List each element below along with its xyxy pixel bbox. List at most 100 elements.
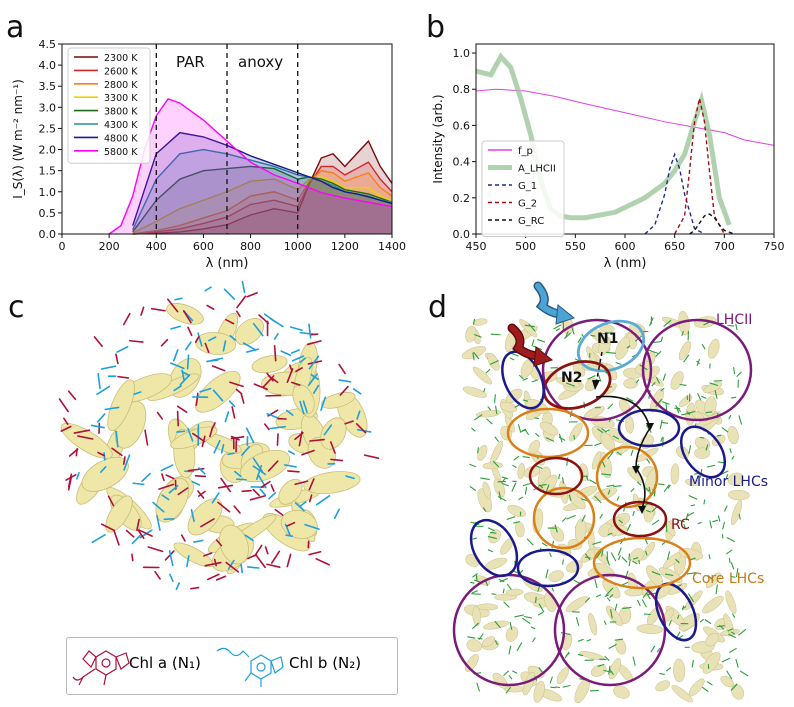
y-tick-label: 0.8 (453, 83, 471, 96)
photon-arrowhead-red (533, 346, 554, 367)
minor-lhcs-label: Minor LHCs (689, 474, 769, 490)
chlorophyll-stick (490, 531, 497, 534)
chlorophyll-stick (299, 357, 306, 363)
chlorophyll-stick (584, 556, 591, 559)
chlorophyll-stick (581, 514, 586, 522)
chlorophyll-stick (154, 570, 161, 580)
chlorophyll-stick (549, 552, 552, 558)
chl-legend-box: Chl a (N₁) Chl b (N₂) (66, 637, 398, 695)
chlorophyll-stick (553, 324, 562, 330)
chlorophyll-stick (675, 558, 680, 564)
chlorophyll-stick (487, 535, 497, 540)
chlorophyll-stick (704, 619, 712, 625)
chlorophyll-stick (644, 613, 651, 616)
chlorophyll-stick (294, 431, 304, 441)
protein-helix (625, 416, 635, 434)
chlorophyll-stick (691, 660, 694, 668)
legend-label-2: 2800 K (104, 80, 138, 91)
chlorophyll-stick (610, 552, 617, 562)
chlorophyll-stick (550, 686, 556, 689)
chlorophyll-stick (284, 523, 291, 536)
chlorophyll-stick (169, 362, 185, 370)
chlorophyll-stick (537, 338, 546, 343)
chlorophyll-stick (329, 441, 336, 454)
chlorophyll-stick (661, 421, 669, 424)
chlorophyll-stick (229, 334, 237, 341)
chlorophyll-stick (187, 427, 194, 442)
protein-helix (727, 426, 739, 445)
chlorophyll-stick (208, 336, 217, 342)
chlorophyll-stick (731, 455, 735, 460)
chlorophyll-stick (289, 364, 293, 372)
chlorophyll-stick (609, 668, 614, 676)
core-lhc-3 (532, 486, 596, 550)
chlorophyll-stick (665, 667, 672, 672)
protein-helix (720, 675, 734, 688)
chlorophyll-stick (707, 574, 714, 581)
chlorophyll-stick (497, 496, 507, 502)
chlorophyll-stick (194, 475, 207, 478)
protein-helix (505, 388, 523, 404)
chlorophyll-stick (650, 645, 656, 653)
chlorophyll-stick (730, 631, 736, 635)
chlorophyll-stick (655, 377, 661, 384)
chlorophyll-stick (122, 456, 126, 465)
chlorophyll-stick (628, 553, 631, 560)
chlorophyll-stick (266, 563, 281, 568)
chlorophyll-stick (723, 505, 728, 512)
chlorophyll-stick (551, 540, 555, 549)
chlorophyll-stick (206, 359, 219, 363)
chlorophyll-stick (268, 492, 277, 500)
chlorophyll-stick (731, 613, 736, 618)
chlorophyll-stick (213, 439, 221, 454)
chlorophyll-stick (722, 521, 726, 530)
x-tick-label: 650 (664, 240, 685, 253)
chlorophyll-stick (308, 494, 313, 503)
chlorophyll-stick (615, 361, 622, 366)
protein-helix (482, 481, 492, 499)
chlorophyll-stick (152, 501, 165, 513)
chlorophyll-stick (181, 370, 190, 377)
protein-helix (670, 371, 684, 390)
chlorophyll-stick (738, 513, 741, 520)
series-fill-1 (132, 162, 392, 234)
series-line-1 (132, 161, 393, 235)
chlorophyll-stick (503, 670, 510, 677)
chlorophyll-stick (502, 588, 505, 594)
chlorophyll-stick (677, 614, 680, 620)
chlorophyll-stick (603, 620, 607, 625)
chlorophyll-stick (594, 495, 602, 504)
x-tick-label: 500 (515, 240, 536, 253)
chlorophyll-stick (115, 353, 119, 365)
chlorophyll-stick (274, 508, 284, 516)
chlorophyll-stick (286, 553, 292, 568)
chlorophyll-stick (176, 430, 186, 433)
chlorophyll-stick (363, 454, 380, 459)
chlorophyll-stick (165, 474, 175, 480)
chlorophyll-stick (494, 640, 499, 646)
chlorophyll-stick (622, 606, 632, 610)
chlorophyll-stick (97, 372, 101, 390)
chlorophyll-stick (735, 658, 739, 668)
chlorophyll-stick (541, 542, 548, 547)
chlorophyll-stick (141, 472, 151, 483)
chlorophyll-stick (286, 521, 296, 527)
chlorophyll-stick (526, 538, 534, 546)
panel-letter-c: c (8, 290, 25, 325)
y-tick-label: 0.2 (453, 192, 471, 205)
chlorophyll-stick (485, 581, 489, 587)
chlorophyll-stick (626, 345, 631, 349)
transfer-arrowhead-2 (646, 423, 654, 431)
protein-helix (640, 541, 656, 561)
chlorophyll-stick (632, 510, 635, 517)
protein-helix (107, 379, 135, 432)
chlorophyll-stick (168, 550, 174, 567)
chlorophyll-stick (246, 292, 258, 298)
photon-arrowhead-blue (555, 304, 576, 325)
chlorophyll-stick (648, 349, 659, 354)
x-tick-label: 700 (714, 240, 735, 253)
protein-helix (548, 570, 564, 582)
chlorophyll-stick (687, 593, 695, 603)
chlorophyll-stick (667, 484, 671, 489)
chlorophyll-stick (264, 546, 269, 555)
